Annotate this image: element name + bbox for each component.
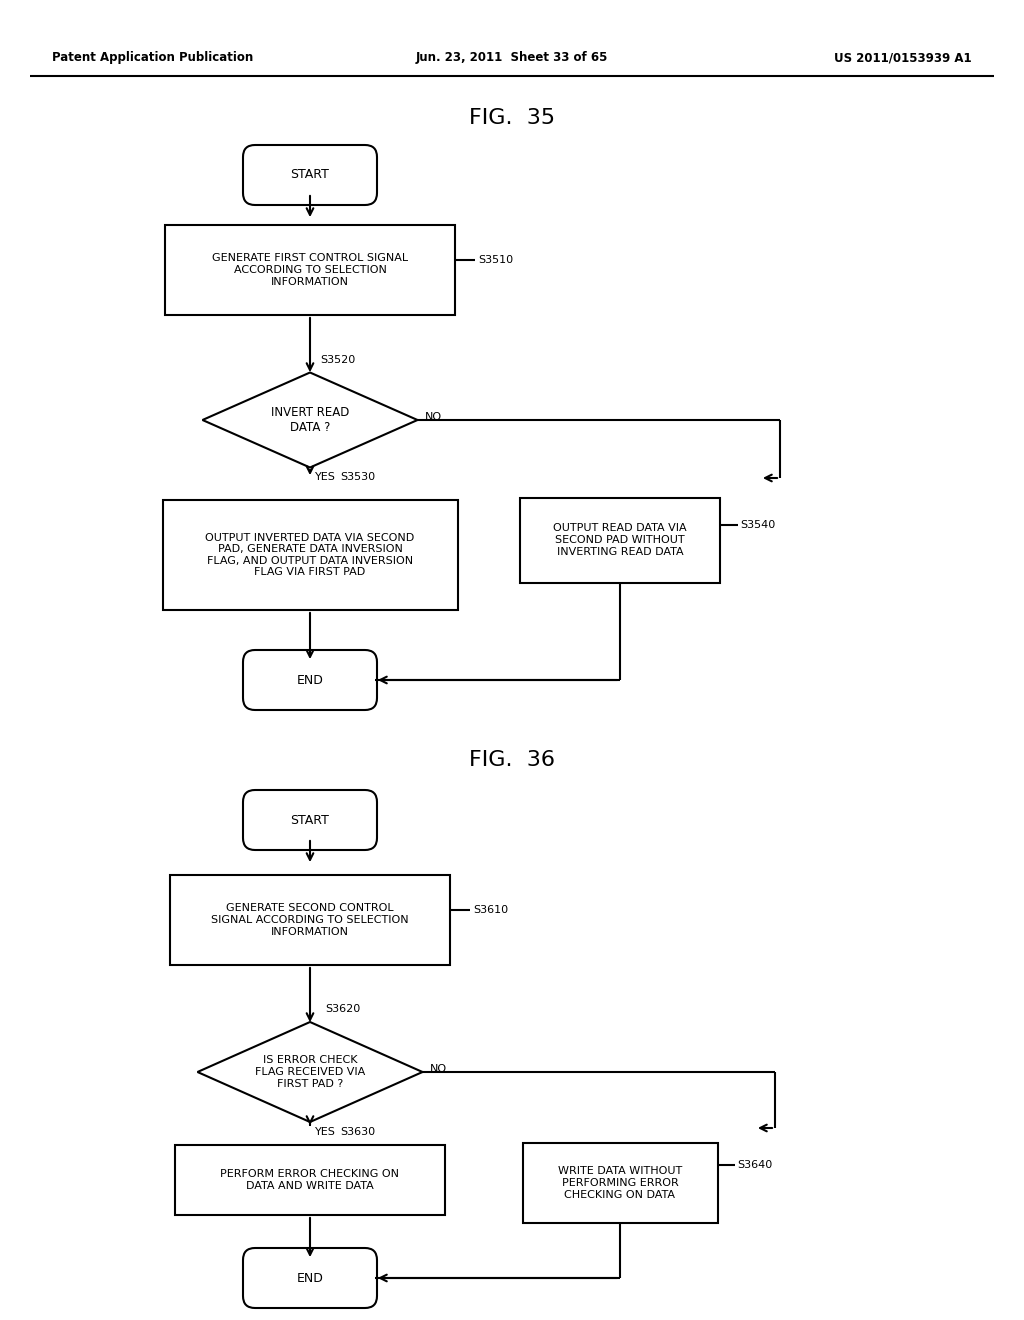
Text: S3640: S3640 [737,1160,772,1170]
Text: NO: NO [425,412,442,422]
FancyBboxPatch shape [243,789,377,850]
Bar [165,224,455,315]
Text: S3520: S3520 [319,355,355,366]
Text: START: START [291,813,330,826]
Text: FIG.  36: FIG. 36 [469,750,555,770]
Text: WRITE DATA WITHOUT
PERFORMING ERROR
CHECKING ON DATA: WRITE DATA WITHOUT PERFORMING ERROR CHEC… [558,1167,682,1200]
Text: Jun. 23, 2011  Sheet 33 of 65: Jun. 23, 2011 Sheet 33 of 65 [416,51,608,65]
Text: YES: YES [315,473,336,482]
Polygon shape [198,1022,423,1122]
Text: S3530: S3530 [340,473,375,482]
Text: GENERATE SECOND CONTROL
SIGNAL ACCORDING TO SELECTION
INFORMATION: GENERATE SECOND CONTROL SIGNAL ACCORDING… [211,903,409,937]
Text: OUTPUT READ DATA VIA
SECOND PAD WITHOUT
INVERTING READ DATA: OUTPUT READ DATA VIA SECOND PAD WITHOUT … [553,524,687,557]
Text: FIG.  35: FIG. 35 [469,108,555,128]
Text: S3510: S3510 [478,255,513,265]
Text: INVERT READ
DATA ?: INVERT READ DATA ? [270,407,349,434]
Bar [175,1144,445,1214]
Text: S3610: S3610 [473,906,508,915]
Text: NO: NO [430,1064,447,1074]
Bar [520,498,720,582]
Text: END: END [297,673,324,686]
Bar [163,500,458,610]
Text: Patent Application Publication: Patent Application Publication [52,51,253,65]
Text: US 2011/0153939 A1: US 2011/0153939 A1 [835,51,972,65]
FancyBboxPatch shape [243,1247,377,1308]
Text: GENERATE FIRST CONTROL SIGNAL
ACCORDING TO SELECTION
INFORMATION: GENERATE FIRST CONTROL SIGNAL ACCORDING … [212,253,408,286]
Text: PERFORM ERROR CHECKING ON
DATA AND WRITE DATA: PERFORM ERROR CHECKING ON DATA AND WRITE… [220,1170,399,1191]
Text: END: END [297,1271,324,1284]
Text: IS ERROR CHECK
FLAG RECEIVED VIA
FIRST PAD ?: IS ERROR CHECK FLAG RECEIVED VIA FIRST P… [255,1056,366,1089]
Text: OUTPUT INVERTED DATA VIA SECOND
PAD, GENERATE DATA INVERSION
FLAG, AND OUTPUT DA: OUTPUT INVERTED DATA VIA SECOND PAD, GEN… [206,532,415,577]
Text: S3620: S3620 [325,1005,360,1014]
Text: START: START [291,169,330,181]
Bar [170,875,450,965]
Bar [522,1143,718,1224]
FancyBboxPatch shape [243,649,377,710]
FancyBboxPatch shape [243,145,377,205]
Text: YES: YES [315,1127,336,1137]
Polygon shape [203,372,418,467]
Text: S3540: S3540 [740,520,775,531]
Text: S3630: S3630 [340,1127,375,1137]
